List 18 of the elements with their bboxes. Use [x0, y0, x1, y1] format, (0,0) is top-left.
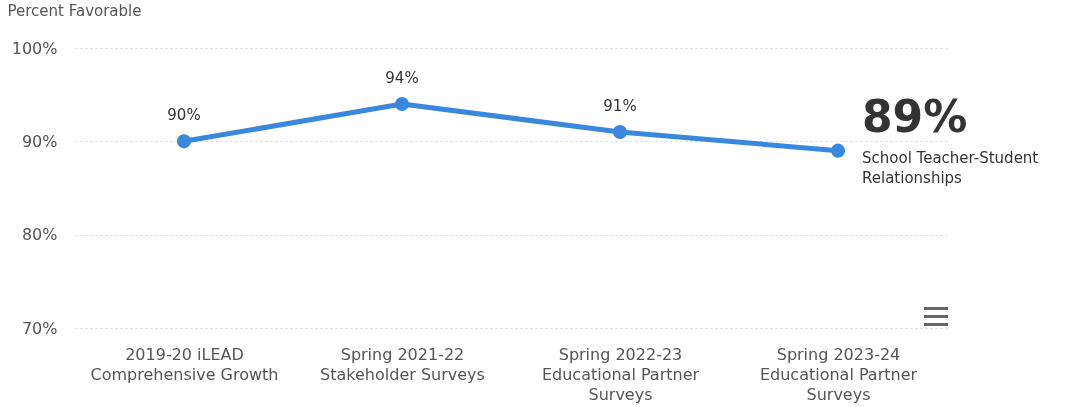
point: [176, 134, 192, 149]
x-tick-label: Spring 2022-23 Educational Partner Surveys: [541, 344, 700, 404]
point: [394, 96, 410, 112]
x-tick-label: Spring 2021-22 Stakeholder Surveys: [320, 344, 485, 384]
x-tick-label: 2019-20 iLEAD Comprehensive Growth: [90, 344, 279, 384]
y-tick-label: 70%: [21, 318, 58, 338]
data-label: 91%: [603, 97, 637, 115]
series-label: School Teacher-Student Relationships: [862, 148, 1039, 187]
x-tick-label: Spring 2023-24 Educational Partner Surveys: [759, 344, 918, 404]
data-label: 90%: [167, 106, 201, 125]
data-label: 94%: [385, 69, 419, 87]
y-tick-label: 90%: [21, 131, 58, 151]
y-tick-label: 80%: [21, 225, 58, 245]
point: [612, 124, 628, 140]
point: [830, 143, 846, 158]
data-label: 89%: [862, 90, 968, 142]
y-tick-label: 100%: [11, 38, 58, 58]
y-axis-title: Percent Favorable: [7, 1, 142, 20]
